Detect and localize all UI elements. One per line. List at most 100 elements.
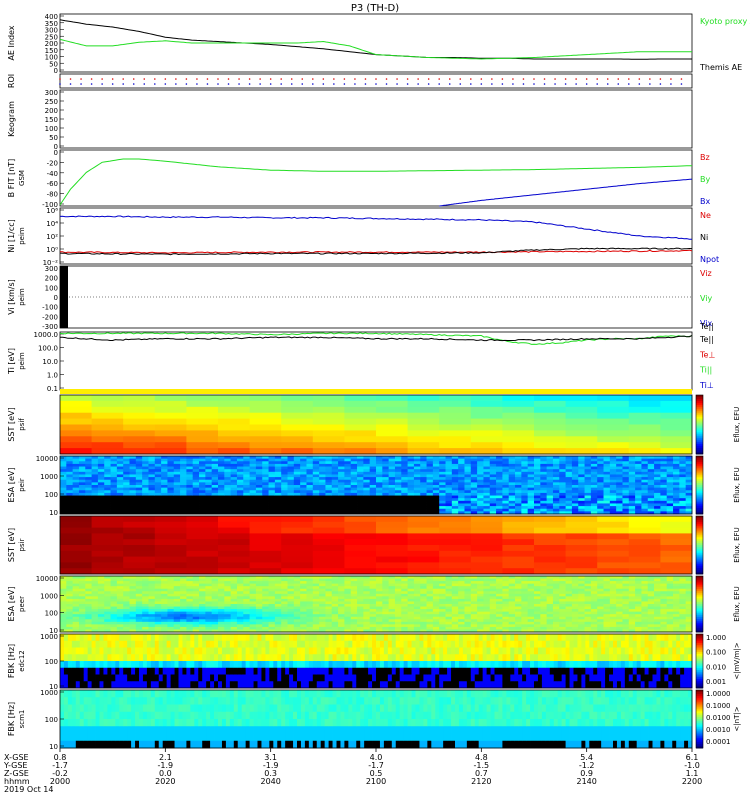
heatmap-cell bbox=[477, 485, 484, 489]
heatmap-cell bbox=[218, 556, 250, 563]
heatmap-cell bbox=[420, 621, 427, 625]
heatmap-cell bbox=[426, 611, 434, 615]
heatmap-cell bbox=[287, 511, 295, 515]
heatmap-cell bbox=[666, 458, 674, 462]
heatmap-cell bbox=[401, 621, 408, 625]
heatmap-cell bbox=[394, 614, 402, 618]
heatmap-cell bbox=[312, 576, 320, 579]
heatmap-cell bbox=[363, 511, 371, 515]
heatmap-cell bbox=[363, 609, 371, 613]
heatmap-cell bbox=[281, 624, 288, 628]
heatmap-cell bbox=[641, 490, 649, 494]
heatmap-cell bbox=[148, 506, 156, 510]
heatmap-cell bbox=[91, 550, 124, 557]
y-axis-label: Ti [eV] bbox=[7, 348, 16, 375]
heatmap-cell bbox=[186, 586, 194, 590]
heatmap-cell bbox=[445, 482, 453, 486]
heatmap-cell bbox=[338, 490, 345, 494]
heatmap-cell bbox=[508, 583, 516, 587]
heatmap-cell bbox=[464, 581, 472, 585]
y-tick-label: 100 bbox=[45, 54, 58, 62]
heatmap-cell bbox=[230, 456, 238, 460]
heatmap-cell bbox=[199, 611, 206, 615]
heatmap-cell bbox=[142, 469, 149, 473]
heatmap-cell bbox=[300, 466, 307, 470]
heatmap-cell bbox=[274, 604, 282, 607]
heatmap-cell bbox=[413, 591, 421, 595]
heatmap-cell bbox=[458, 506, 465, 510]
colorbar-step bbox=[696, 430, 703, 433]
heatmap-cell bbox=[249, 436, 282, 443]
heatmap-cell bbox=[432, 477, 440, 481]
heatmap-cell bbox=[60, 492, 67, 496]
heatmap-cell bbox=[534, 479, 541, 483]
heatmap-cell bbox=[590, 598, 598, 602]
heatmap-cell bbox=[300, 487, 307, 491]
heatmap-cell bbox=[407, 418, 440, 425]
heatmap-cell bbox=[559, 490, 566, 494]
heatmap-cell bbox=[66, 487, 74, 491]
heatmap-cell bbox=[407, 495, 415, 499]
heatmap-cell bbox=[673, 506, 680, 510]
heatmap-cell bbox=[394, 576, 402, 579]
roi-marker bbox=[290, 78, 293, 80]
heatmap-cell bbox=[401, 482, 408, 486]
heatmap-cell bbox=[123, 482, 130, 486]
heatmap-cell bbox=[432, 621, 440, 625]
heatmap-cell bbox=[439, 527, 472, 534]
heatmap-cell bbox=[546, 576, 554, 579]
heatmap-cell bbox=[603, 629, 611, 633]
heatmap-cell bbox=[312, 598, 320, 602]
heatmap-cell bbox=[91, 624, 99, 628]
heatmap-cell bbox=[281, 556, 314, 563]
heatmap-cell bbox=[312, 424, 345, 431]
heatmap-cell bbox=[622, 593, 630, 597]
heatmap-cell bbox=[350, 474, 358, 478]
heatmap-cell bbox=[338, 508, 345, 512]
heatmap-cell bbox=[85, 604, 92, 607]
heatmap-cell bbox=[249, 406, 282, 414]
heatmap-cell bbox=[451, 463, 459, 467]
heatmap-cell bbox=[458, 626, 465, 630]
heatmap-cell bbox=[407, 424, 440, 431]
heatmap-cell bbox=[597, 516, 630, 523]
heatmap-cell bbox=[350, 479, 358, 483]
heatmap-cell bbox=[445, 616, 453, 620]
roi-marker bbox=[585, 78, 588, 80]
heatmap-cell bbox=[502, 487, 510, 491]
heatmap-cell bbox=[104, 508, 111, 512]
heatmap-cell bbox=[60, 545, 92, 552]
heatmap-cell bbox=[186, 624, 194, 628]
heatmap-cell bbox=[616, 511, 623, 515]
heatmap-cell bbox=[218, 533, 250, 540]
heatmap-cell bbox=[357, 469, 364, 473]
heatmap-cell bbox=[262, 479, 269, 483]
heatmap-cell bbox=[293, 506, 301, 510]
heatmap-cell bbox=[319, 458, 326, 462]
heatmap-cell bbox=[255, 604, 263, 607]
heatmap-cell bbox=[464, 508, 472, 512]
heatmap-cell bbox=[483, 591, 491, 595]
heatmap-cell bbox=[496, 601, 503, 605]
heatmap-cell bbox=[218, 527, 250, 534]
heatmap-cell bbox=[255, 621, 263, 625]
heatmap-cell bbox=[243, 591, 250, 595]
heatmap-cell bbox=[161, 469, 168, 473]
heatmap-cell bbox=[685, 463, 693, 467]
heatmap-cell bbox=[597, 533, 630, 540]
heatmap-cell bbox=[515, 601, 522, 605]
heatmap-cell bbox=[552, 596, 560, 600]
heatmap-cell bbox=[464, 474, 472, 478]
heatmap-cell bbox=[236, 463, 244, 467]
y-tick-label: 300 bbox=[45, 27, 58, 35]
heatmap-cell bbox=[236, 500, 244, 504]
heatmap-cell bbox=[477, 606, 484, 610]
heatmap-cell bbox=[338, 498, 345, 502]
heatmap-cell bbox=[420, 485, 427, 489]
heatmap-cell bbox=[603, 508, 611, 512]
heatmap-cell bbox=[496, 619, 503, 623]
heatmap-cell bbox=[496, 583, 503, 587]
heatmap-cell bbox=[154, 527, 187, 534]
heatmap-cell bbox=[344, 474, 352, 478]
heatmap-cell bbox=[597, 506, 604, 510]
